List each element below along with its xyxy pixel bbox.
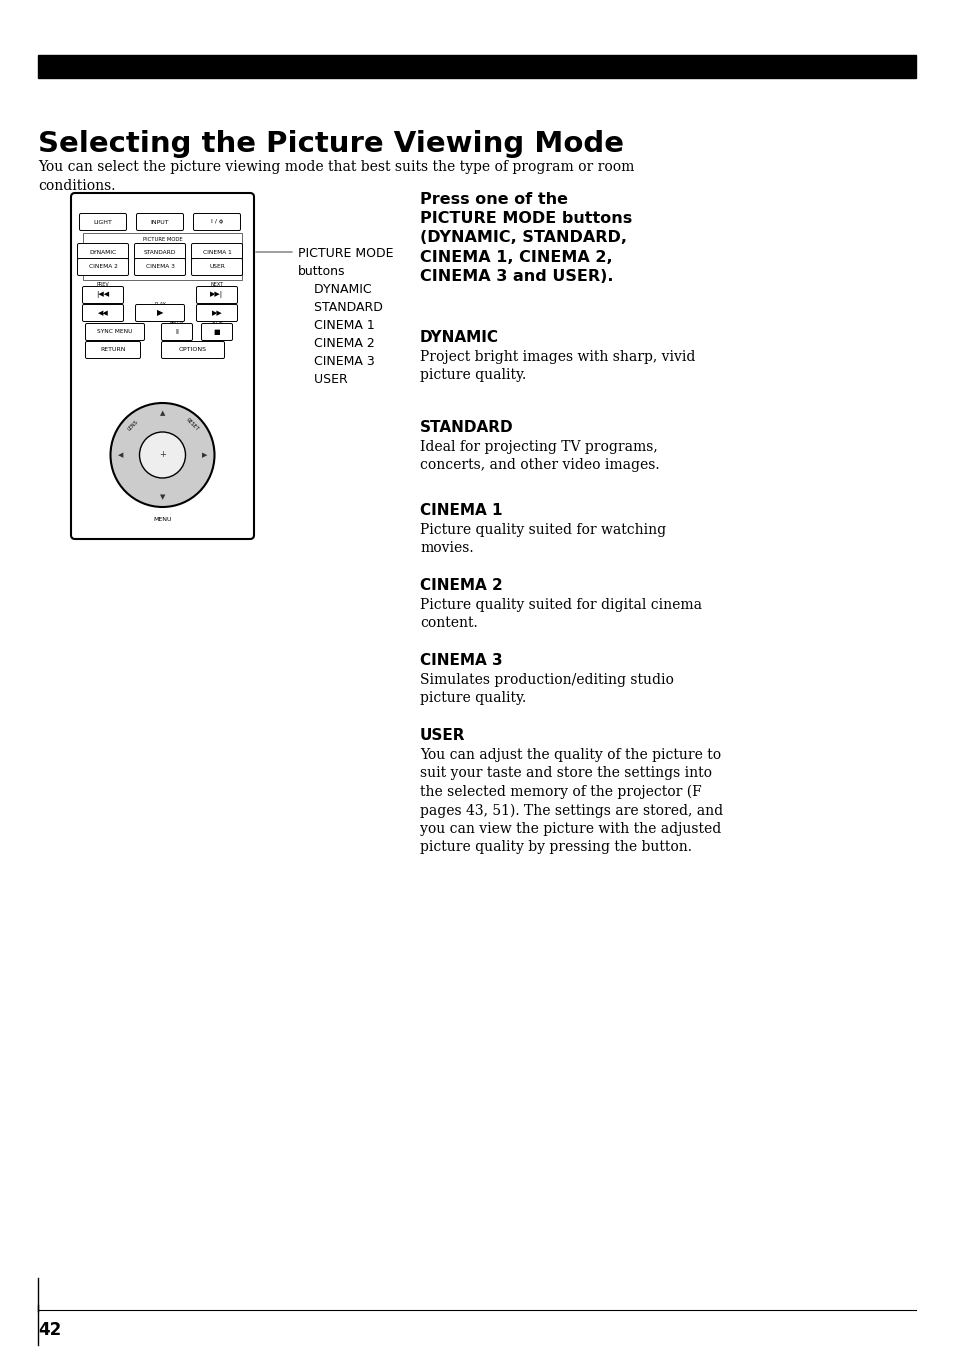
Text: CINEMA 1: CINEMA 1 — [419, 503, 502, 518]
Text: DYNAMIC: DYNAMIC — [419, 330, 498, 345]
Text: STANDARD: STANDARD — [144, 250, 176, 254]
Text: |◀◀: |◀◀ — [96, 292, 110, 299]
Text: CINEMA 1: CINEMA 1 — [202, 250, 232, 254]
Text: INPUT: INPUT — [151, 219, 169, 224]
Text: Press one of the
PICTURE MODE buttons
(DYNAMIC, STANDARD,
CINEMA 1, CINEMA 2,
CI: Press one of the PICTURE MODE buttons (D… — [419, 192, 632, 284]
Circle shape — [111, 403, 214, 507]
Circle shape — [139, 433, 185, 479]
Text: PICTURE MODE: PICTURE MODE — [143, 237, 182, 242]
Text: STANDARD: STANDARD — [419, 420, 513, 435]
Bar — [38, 55, 915, 78]
Text: You can adjust the quality of the picture to
suit your taste and store the setti: You can adjust the quality of the pictur… — [419, 748, 722, 854]
Text: You can select the picture viewing mode that best suits the type of program or r: You can select the picture viewing mode … — [38, 160, 634, 193]
Text: I / ϕ: I / ϕ — [211, 219, 223, 224]
FancyBboxPatch shape — [196, 287, 237, 303]
Text: Project bright images with sharp, vivid
picture quality.: Project bright images with sharp, vivid … — [419, 350, 695, 383]
Text: MENU: MENU — [153, 516, 172, 522]
Text: II: II — [174, 329, 179, 335]
Text: ■: ■ — [213, 329, 220, 335]
FancyBboxPatch shape — [77, 243, 129, 261]
FancyBboxPatch shape — [77, 258, 129, 276]
Text: Picture quality suited for watching
movies.: Picture quality suited for watching movi… — [419, 523, 665, 556]
FancyBboxPatch shape — [193, 214, 240, 230]
Text: ▶▶: ▶▶ — [212, 310, 222, 316]
Text: ◀◀: ◀◀ — [97, 310, 109, 316]
FancyBboxPatch shape — [161, 342, 224, 358]
Text: ▶: ▶ — [156, 308, 163, 318]
Bar — [83, 233, 242, 280]
FancyBboxPatch shape — [192, 243, 242, 261]
FancyBboxPatch shape — [196, 304, 237, 322]
Text: SYNC MENU: SYNC MENU — [97, 330, 132, 334]
Text: ◀II/◀I: ◀II/◀I — [97, 303, 109, 307]
Text: ◀: ◀ — [117, 452, 123, 458]
Text: 42: 42 — [38, 1321, 61, 1338]
FancyBboxPatch shape — [86, 342, 140, 358]
Text: OPTIONS: OPTIONS — [179, 347, 207, 353]
Text: USER: USER — [209, 265, 225, 269]
FancyBboxPatch shape — [86, 323, 144, 341]
Text: ▶: ▶ — [202, 452, 207, 458]
Text: RETURN: RETURN — [100, 347, 126, 353]
Text: Picture quality suited for digital cinema
content.: Picture quality suited for digital cinem… — [419, 598, 701, 630]
Text: CINEMA 3: CINEMA 3 — [146, 265, 174, 269]
Text: ▶▶|: ▶▶| — [211, 292, 223, 299]
Text: CINEMA 2: CINEMA 2 — [419, 579, 502, 594]
Text: NEXT: NEXT — [211, 283, 223, 288]
Text: PLAY: PLAY — [154, 303, 166, 307]
FancyBboxPatch shape — [79, 214, 127, 230]
FancyBboxPatch shape — [135, 304, 184, 322]
Text: PREV: PREV — [96, 283, 110, 288]
Text: ▲: ▲ — [160, 410, 165, 416]
FancyBboxPatch shape — [134, 258, 185, 276]
Text: I▶/II▶: I▶/II▶ — [211, 303, 223, 307]
Text: PICTURE MODE
buttons
    DYNAMIC
    STANDARD
    CINEMA 1
    CINEMA 2
    CINE: PICTURE MODE buttons DYNAMIC STANDARD CI… — [297, 247, 393, 387]
Text: LENS: LENS — [126, 419, 138, 431]
FancyBboxPatch shape — [201, 323, 233, 341]
FancyBboxPatch shape — [134, 243, 185, 261]
Text: +: + — [159, 450, 166, 460]
FancyBboxPatch shape — [82, 287, 123, 303]
Text: DYNAMIC: DYNAMIC — [90, 250, 116, 254]
Text: CINEMA 3: CINEMA 3 — [419, 653, 502, 668]
Text: USER: USER — [419, 727, 465, 744]
Text: STOP: STOP — [211, 320, 223, 326]
Text: Selecting the Picture Viewing Mode: Selecting the Picture Viewing Mode — [38, 130, 623, 158]
Text: Simulates production/editing studio
picture quality.: Simulates production/editing studio pict… — [419, 673, 673, 706]
Text: RESET: RESET — [185, 418, 199, 433]
FancyBboxPatch shape — [82, 304, 123, 322]
FancyBboxPatch shape — [71, 193, 253, 539]
Text: LIGHT: LIGHT — [93, 219, 112, 224]
Text: ▼: ▼ — [160, 493, 165, 500]
FancyBboxPatch shape — [161, 323, 193, 341]
Text: Ideal for projecting TV programs,
concerts, and other video images.: Ideal for projecting TV programs, concer… — [419, 439, 659, 472]
FancyBboxPatch shape — [136, 214, 183, 230]
FancyBboxPatch shape — [192, 258, 242, 276]
Text: CINEMA 2: CINEMA 2 — [89, 265, 117, 269]
Text: PAUSE: PAUSE — [169, 320, 185, 326]
